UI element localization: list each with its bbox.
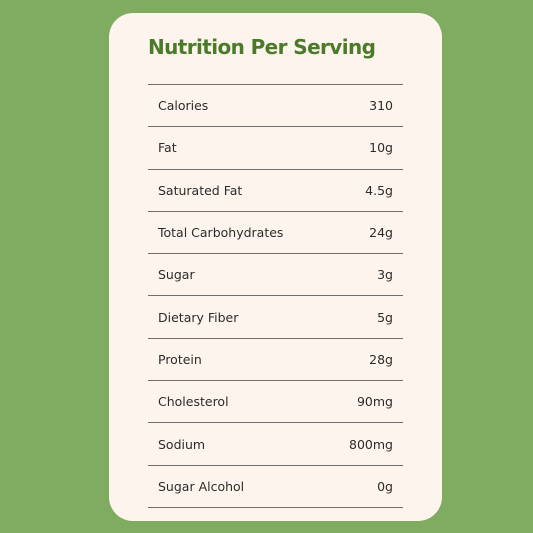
nutrition-row-protein: Protein 28g [148, 339, 403, 382]
nutrient-label: Total Carbohydrates [158, 225, 284, 241]
nutrient-value: 310 [369, 98, 393, 114]
nutrient-value: 0g [377, 478, 393, 494]
nutrient-label: Protein [158, 351, 202, 367]
nutrient-value: 24g [369, 225, 393, 241]
nutrition-row-dietary-fiber: Dietary Fiber 5g [148, 296, 403, 339]
nutrition-row-saturated-fat: Saturated Fat 4.5g [148, 170, 403, 212]
nutrition-card: Nutrition Per Serving Calories 310 Fat 1… [109, 13, 442, 521]
nutrient-label: Cholesterol [158, 394, 229, 410]
nutrient-value: 5g [377, 309, 393, 325]
nutrient-value: 4.5g [365, 182, 393, 198]
card-title: Nutrition Per Serving [148, 35, 376, 59]
nutrient-value: 10g [369, 140, 393, 156]
nutrient-value: 90mg [356, 394, 393, 410]
nutrient-label: Sodium [158, 436, 206, 452]
nutrient-value: 28g [369, 351, 393, 367]
nutrient-label: Dietary Fiber [158, 309, 239, 325]
nutrient-value: 800mg [349, 436, 393, 452]
nutrient-label: Sugar [158, 267, 195, 283]
nutrition-row-calories: Calories 310 [148, 85, 403, 128]
nutrition-row-sodium: Sodium 800mg [148, 423, 403, 466]
nutrition-row-total-carbohydrates: Total Carbohydrates 24g [148, 212, 403, 255]
nutrient-value: 3g [377, 267, 393, 283]
nutrition-row-sugar: Sugar 3g [148, 254, 403, 297]
nutrition-row-cholesterol: Cholesterol 90mg [148, 381, 403, 424]
nutrition-table: Calories 310 Fat 10g Saturated Fat 4.5g … [148, 84, 403, 508]
nutrition-row-fat: Fat 10g [148, 127, 403, 170]
nutrient-label: Sugar Alcohol [158, 478, 245, 494]
nutrient-label: Fat [158, 140, 177, 156]
nutrient-label: Saturated Fat [158, 182, 243, 198]
nutrient-label: Calories [158, 98, 209, 114]
nutrition-row-sugar-alcohol: Sugar Alcohol 0g [148, 466, 403, 508]
